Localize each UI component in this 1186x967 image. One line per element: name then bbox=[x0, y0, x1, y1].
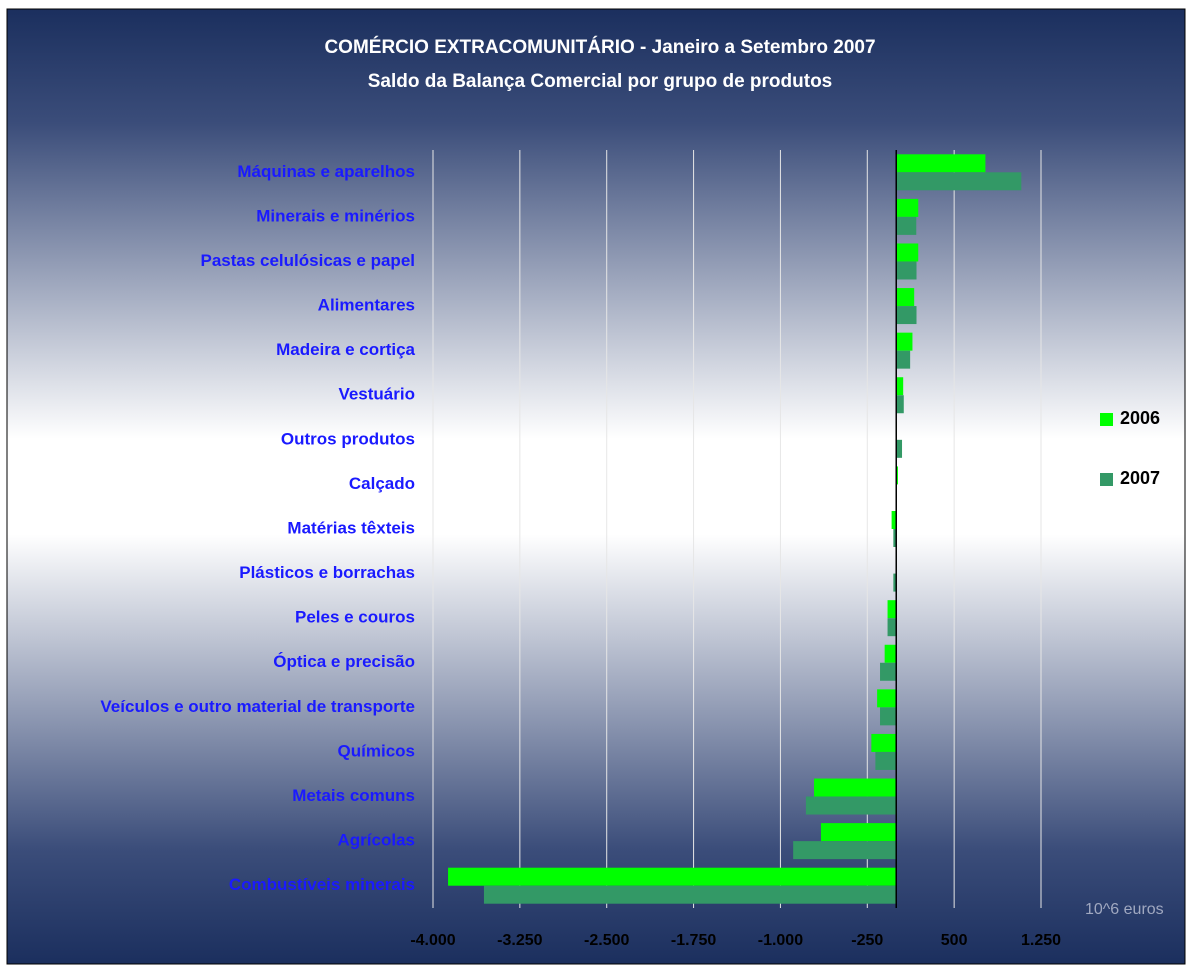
x-tick-label: -3.250 bbox=[497, 932, 542, 949]
legend-label: 2007 bbox=[1120, 468, 1160, 488]
legend-label: 2006 bbox=[1120, 408, 1160, 428]
y-tick-label: Metais comuns bbox=[292, 786, 415, 805]
y-tick-label: Vestuário bbox=[338, 385, 415, 404]
bar bbox=[877, 689, 897, 708]
bar bbox=[483, 885, 897, 904]
bar bbox=[896, 377, 904, 396]
y-tick-label: Agrícolas bbox=[338, 831, 415, 850]
bar bbox=[896, 261, 917, 280]
bar bbox=[896, 350, 911, 369]
x-axis-label: 10^6 euros bbox=[1085, 901, 1164, 918]
y-tick-label: Máquinas e aparelhos bbox=[237, 162, 415, 181]
bar bbox=[820, 823, 897, 842]
bar bbox=[896, 243, 919, 262]
bar bbox=[896, 306, 917, 325]
bar bbox=[896, 154, 986, 173]
bar bbox=[884, 644, 897, 663]
y-tick-label: Combustíveis minerais bbox=[229, 875, 415, 894]
legend-swatch bbox=[1100, 473, 1113, 486]
y-tick-label: Óptica e precisão bbox=[273, 652, 415, 671]
y-tick-label: Veículos e outro material de transporte bbox=[100, 697, 415, 716]
y-tick-label: Peles e couros bbox=[295, 608, 415, 627]
bar bbox=[793, 841, 897, 860]
y-tick-label: Calçado bbox=[349, 474, 415, 493]
bar bbox=[893, 573, 897, 592]
bar bbox=[896, 198, 919, 217]
bar bbox=[871, 733, 897, 752]
x-tick-label: -1.750 bbox=[671, 932, 716, 949]
y-tick-label: Plásticos e borrachas bbox=[239, 563, 415, 582]
bar bbox=[896, 439, 903, 458]
bar bbox=[887, 618, 897, 637]
bar bbox=[448, 867, 897, 886]
y-tick-label: Pastas celulósicas e papel bbox=[200, 251, 415, 270]
bar bbox=[891, 511, 897, 529]
x-tick-label: -250 bbox=[851, 932, 883, 949]
bar bbox=[880, 707, 897, 726]
chart-title: COMÉRCIO EXTRACOMUNITÁRIO - Janeiro a Se… bbox=[324, 36, 875, 58]
legend-swatch bbox=[1100, 413, 1113, 426]
bar bbox=[896, 172, 1022, 191]
y-tick-label: Químicos bbox=[338, 741, 415, 760]
bar bbox=[896, 288, 915, 307]
bar bbox=[887, 600, 897, 619]
bar bbox=[814, 778, 897, 797]
y-tick-label: Matérias têxteis bbox=[287, 518, 415, 537]
y-tick-label: Minerais e minérios bbox=[256, 206, 415, 225]
x-tick-label: 1.250 bbox=[1021, 932, 1061, 949]
y-tick-label: Outros produtos bbox=[281, 429, 415, 448]
bar bbox=[805, 796, 897, 815]
bar bbox=[875, 751, 897, 770]
bar bbox=[893, 529, 897, 547]
chart-subtitle: Saldo da Balança Comercial por grupo de … bbox=[368, 71, 833, 92]
x-tick-label: -1.000 bbox=[758, 932, 803, 949]
bar bbox=[896, 466, 898, 485]
bar bbox=[896, 395, 904, 414]
bar bbox=[896, 332, 913, 351]
x-tick-label: 500 bbox=[941, 932, 968, 949]
x-tick-label: -2.500 bbox=[584, 932, 629, 949]
x-tick-label: -4.000 bbox=[410, 932, 455, 949]
bar bbox=[896, 216, 917, 235]
background bbox=[6, 8, 1186, 965]
bar bbox=[880, 662, 897, 681]
y-tick-label: Madeira e cortiça bbox=[276, 340, 415, 359]
y-tick-label: Alimentares bbox=[318, 296, 415, 315]
